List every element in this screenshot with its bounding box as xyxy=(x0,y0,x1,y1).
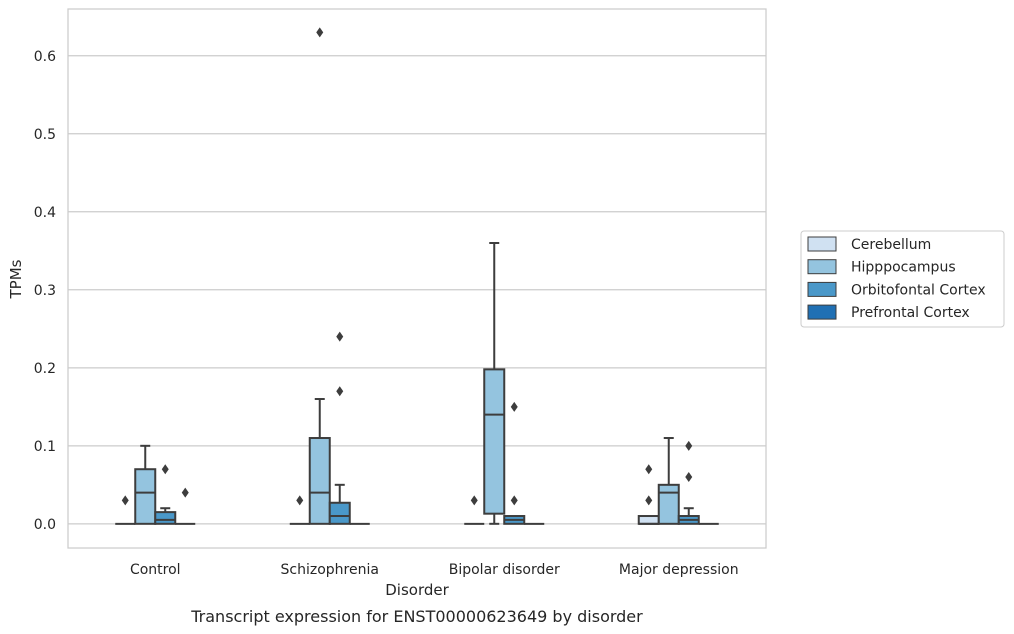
outlier-point xyxy=(470,495,478,506)
legend-frame xyxy=(800,230,1005,328)
box-hipppocampus xyxy=(657,437,680,525)
outlier-point xyxy=(296,495,304,506)
legend-label: Cerebellum xyxy=(851,237,931,253)
legend-swatch xyxy=(807,236,837,252)
outlier-point xyxy=(336,386,344,397)
outlier-point xyxy=(336,331,344,342)
legend-items: Cerebellum Hipppocampus Orbitofontal Corte… xyxy=(807,236,986,321)
x-tick-label: Major depression xyxy=(619,562,739,578)
legend-swatch xyxy=(807,304,837,320)
y-tick-label: 0.1 xyxy=(34,439,56,455)
y-tick-label: 0.6 xyxy=(34,49,56,65)
box-body xyxy=(308,437,331,525)
y-tick-label: 0.0 xyxy=(34,517,56,533)
outlier-point xyxy=(181,487,189,498)
y-axis-ticks: 0.0 0.1 0.2 0.3 0.4 0.5 0.6 xyxy=(34,49,56,533)
outlier-point xyxy=(316,27,324,38)
box-cerebellum xyxy=(637,464,660,525)
box-orbitofontal-cortex xyxy=(328,331,351,525)
box-layer xyxy=(115,27,719,525)
outlier-point xyxy=(645,464,653,475)
outlier-point xyxy=(121,495,129,506)
outlier-point xyxy=(510,401,518,412)
legend-label: Hipppocampus xyxy=(851,260,956,276)
box-hipppocampus xyxy=(308,27,331,525)
box-cerebellum xyxy=(289,495,310,525)
box-orbitofontal-cortex xyxy=(154,464,177,525)
box-body xyxy=(154,511,177,525)
plot-frame xyxy=(67,8,767,549)
x-axis-ticks: Control Schizophrenia Bipolar disorder Majo… xyxy=(130,562,739,578)
y-tick-label: 0.5 xyxy=(34,127,56,143)
legend-swatch xyxy=(807,259,837,275)
y-tick-label: 0.4 xyxy=(34,205,56,221)
outlier-point xyxy=(685,440,693,451)
chart-caption: Transcript expression for ENST0000062364… xyxy=(190,607,643,626)
legend-swatch xyxy=(807,281,837,297)
outlier-point xyxy=(161,464,169,475)
box-orbitofontal-cortex xyxy=(503,401,526,525)
x-axis-title: Disorder xyxy=(385,581,449,599)
legend-label: Orbitofontal Cortex xyxy=(851,282,986,298)
x-tick-label: Control xyxy=(130,562,181,578)
box-body xyxy=(483,368,506,515)
box-cerebellum xyxy=(464,495,485,525)
box-orbitofontal-cortex xyxy=(677,440,700,525)
legend: Cerebellum Hipppocampus Orbitofontal Corte… xyxy=(800,230,1005,328)
outlier-point xyxy=(645,495,653,506)
box-hipppocampus xyxy=(134,444,157,525)
box-body xyxy=(134,468,157,525)
y-axis-title: TPMs xyxy=(7,259,25,299)
x-tick-label: Bipolar disorder xyxy=(449,562,560,578)
y-tick-label: 0.3 xyxy=(34,283,56,299)
box-body xyxy=(637,515,660,525)
box-body xyxy=(657,483,680,525)
box-hipppocampus xyxy=(483,242,506,525)
y-tick-label: 0.2 xyxy=(34,361,56,377)
box-body xyxy=(328,501,351,525)
x-tick-label: Schizophrenia xyxy=(281,562,379,578)
outlier-point xyxy=(510,495,518,506)
outlier-point xyxy=(685,472,693,483)
box-prefrontal-cortex xyxy=(175,487,196,525)
box-cerebellum xyxy=(115,495,136,525)
gridlines xyxy=(68,55,766,525)
legend-label: Prefrontal Cortex xyxy=(851,305,970,321)
